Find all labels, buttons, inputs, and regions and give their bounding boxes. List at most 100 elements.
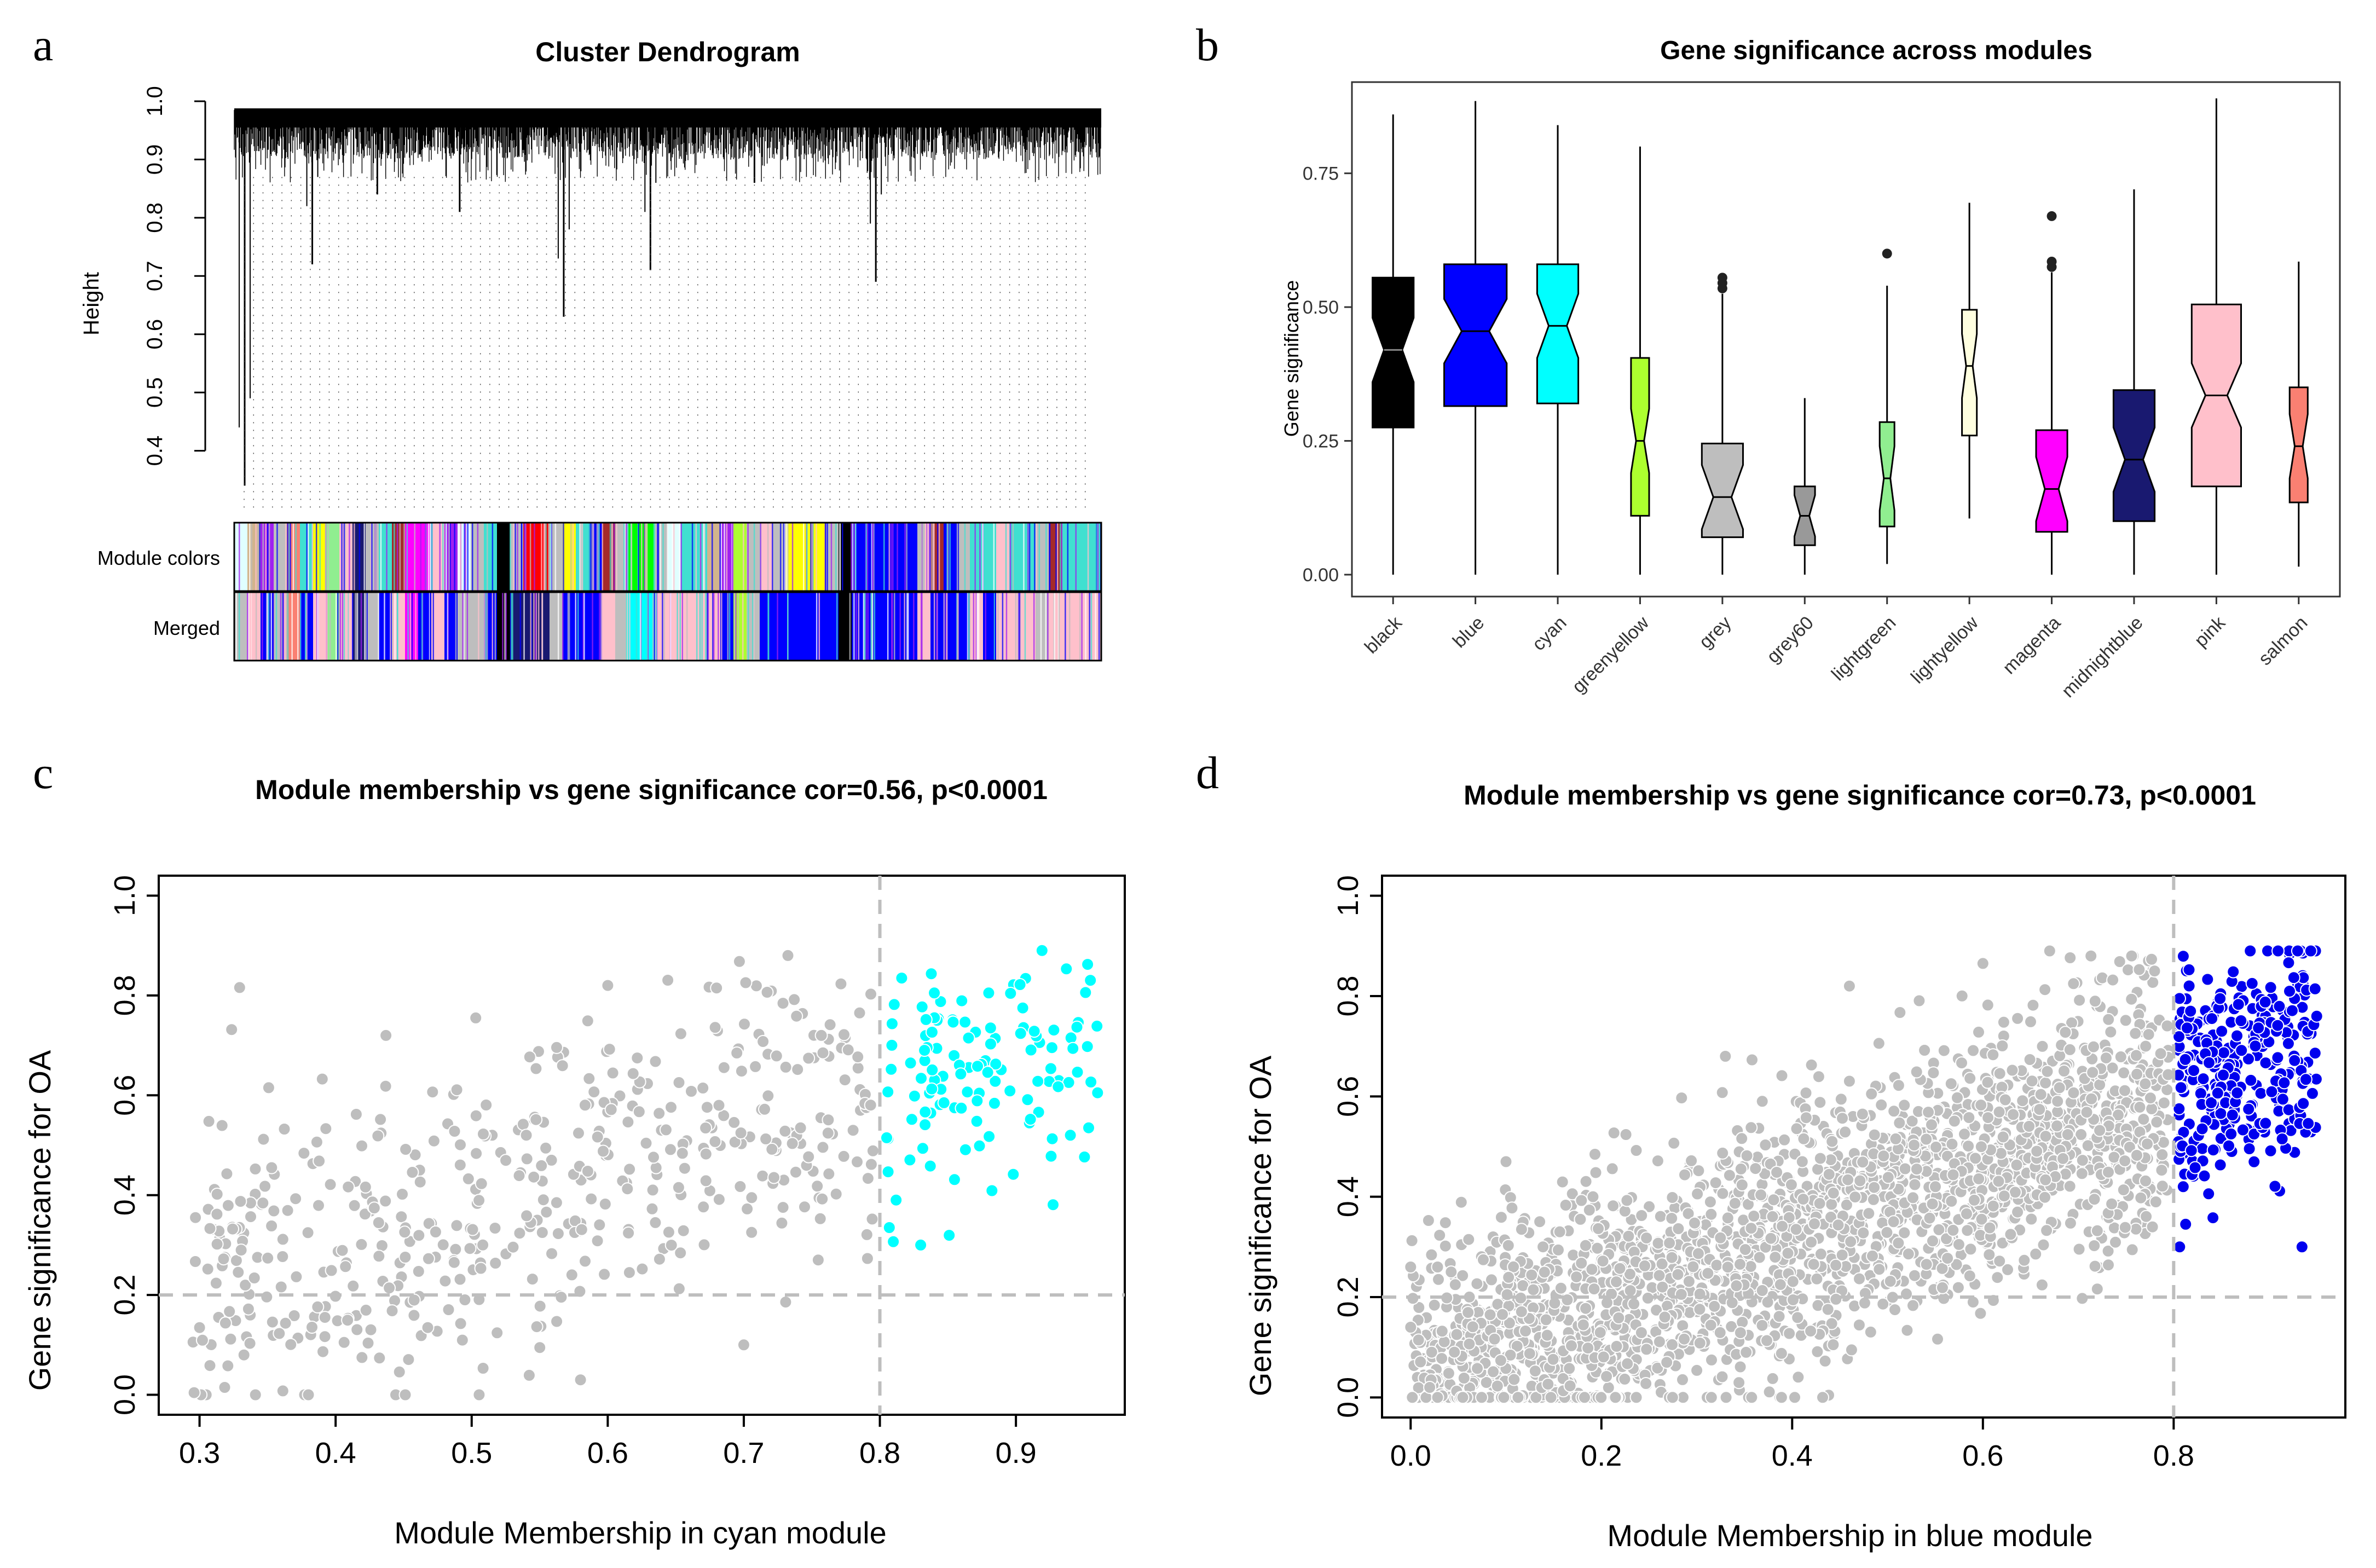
color-band-stripe xyxy=(534,523,535,591)
scatter-cyan-plot-area: 0.3 0.4 0.5 0.6 0.7 0.8 0.90.00.20.40.60.81.0 xyxy=(108,875,1126,1469)
dendrogram-y-tick-label: 0.6 xyxy=(143,319,167,350)
color-band-stripe xyxy=(557,592,559,661)
scatter-point xyxy=(1552,1243,1565,1257)
scatter-point xyxy=(685,1085,698,1098)
scatter-x-tick-label: 0.5 xyxy=(451,1437,492,1469)
scatter-point xyxy=(2051,1095,2065,1108)
color-band-stripe xyxy=(957,592,959,661)
scatter-point xyxy=(244,1210,257,1224)
scatter-point xyxy=(632,1105,646,1119)
scatter-point xyxy=(1497,1391,1511,1404)
scatter-point xyxy=(429,1225,442,1239)
scatter-point xyxy=(601,979,615,992)
scatter-point xyxy=(1735,1132,1749,1145)
color-band-stripe xyxy=(943,592,945,661)
scatter-point xyxy=(221,1199,235,1212)
scatter-cyan-panel: Module membership vs gene significance c… xyxy=(22,774,1126,1550)
color-band-stripe xyxy=(396,592,398,661)
color-band-stripe xyxy=(1097,523,1099,591)
scatter-point-highlight xyxy=(2202,1187,2216,1201)
scatter-point xyxy=(1438,1239,1452,1253)
color-band-stripe xyxy=(464,523,465,591)
scatter-point-highlight xyxy=(1079,986,1092,999)
color-band-stripe xyxy=(382,523,384,591)
scatter-point xyxy=(1438,1216,1452,1230)
color-band-stripe xyxy=(812,523,814,591)
color-band-stripe xyxy=(455,592,457,661)
scatter-point-highlight xyxy=(1084,1075,1098,1089)
color-band-stripe xyxy=(727,592,729,661)
color-band-stripe xyxy=(657,523,658,591)
color-band-stripe xyxy=(852,523,854,591)
scatter-point xyxy=(1686,1260,1700,1274)
scatter-point xyxy=(490,1326,504,1340)
scatter-point-highlight xyxy=(961,1085,974,1099)
color-band-stripe xyxy=(916,592,917,661)
scatter-point xyxy=(407,1309,421,1322)
scatter-point xyxy=(841,1043,855,1057)
scatter-point-highlight xyxy=(2176,950,2190,963)
scatter-point xyxy=(359,1303,373,1317)
color-band-stripe xyxy=(513,523,514,591)
scatter-point xyxy=(406,1166,419,1179)
color-band-border xyxy=(233,522,1102,592)
color-band-stripe xyxy=(485,523,487,591)
color-band-stripe xyxy=(956,592,958,661)
color-band-stripe xyxy=(853,592,855,661)
scatter-point-highlight xyxy=(915,1000,929,1014)
module-color-segment xyxy=(274,523,287,591)
color-band-stripe xyxy=(993,592,995,661)
scatter-point-highlight xyxy=(903,1153,917,1167)
color-band-stripe xyxy=(743,523,744,591)
panel-letter-a: a xyxy=(33,20,53,71)
boxplot-panel: Gene significance across modules Gene si… xyxy=(1280,36,2341,702)
scatter-point xyxy=(1947,1114,1961,1128)
color-band-stripe xyxy=(343,592,345,661)
scatter-point-highlight xyxy=(885,1017,899,1031)
color-band-stripe xyxy=(448,523,450,591)
color-band-stripe xyxy=(247,592,248,661)
scatter-point xyxy=(1866,1249,1879,1263)
color-band-stripe xyxy=(291,592,293,661)
scatter-y-tick-label: 1.0 xyxy=(108,875,141,916)
scatter-point-highlight xyxy=(2295,1240,2309,1254)
color-band-stripe xyxy=(458,523,459,591)
scatter-point xyxy=(779,1295,793,1309)
scatter-point xyxy=(1804,1324,1818,1338)
color-band-stripe xyxy=(1056,592,1058,661)
color-band-stripe xyxy=(424,523,426,591)
color-band-stripe xyxy=(863,592,865,661)
scatter-point-highlight xyxy=(1013,978,1027,991)
scatter-point xyxy=(341,1314,355,1327)
scatter-point xyxy=(1964,1242,1978,1256)
color-band-stripe xyxy=(239,523,240,591)
scatter-point-highlight xyxy=(1071,1066,1084,1079)
scatter-point xyxy=(395,1210,408,1224)
scatter-point-highlight xyxy=(2202,1056,2216,1069)
scatter-point xyxy=(652,1252,666,1266)
scatter-point xyxy=(337,1335,351,1349)
scatter-point xyxy=(785,1137,799,1150)
scatter-point xyxy=(1958,1127,1971,1141)
color-band-stripe xyxy=(262,523,264,591)
scatter-point xyxy=(248,1162,262,1176)
color-band-stripe xyxy=(510,592,512,661)
scatter-point xyxy=(823,1018,837,1032)
boxplot-x-tick-label: magenta xyxy=(1999,612,2065,678)
color-band-stripe xyxy=(529,523,531,591)
scatter-point xyxy=(1774,1391,1788,1404)
scatter-point xyxy=(788,993,801,1006)
color-band-stripe xyxy=(647,592,649,661)
color-band-stripe xyxy=(950,592,951,661)
scatter-point xyxy=(775,1216,789,1230)
scatter-point-highlight xyxy=(2308,1046,2322,1060)
scatter-point xyxy=(1675,1091,1689,1105)
color-band-stripe xyxy=(287,592,289,661)
scatter-point xyxy=(1778,1133,1791,1147)
scatter-point-highlight xyxy=(1045,1041,1059,1055)
color-band-stripe xyxy=(718,592,719,661)
color-band-stripe xyxy=(386,592,388,661)
scatter-point xyxy=(529,1062,543,1075)
scatter-point xyxy=(1461,1306,1475,1320)
scatter-point xyxy=(217,1252,230,1266)
